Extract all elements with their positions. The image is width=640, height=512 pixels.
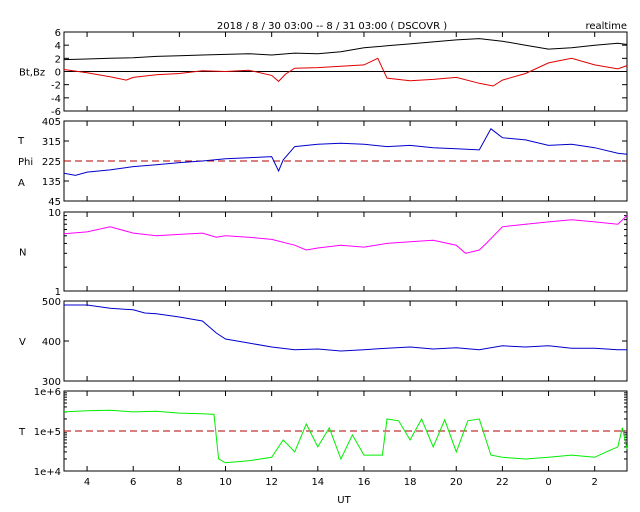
x-tick-label: 0 bbox=[545, 477, 551, 488]
panel-angle: 405 315 225 135 45 T Phi A bbox=[17, 117, 628, 208]
x-tick-label: 12 bbox=[265, 477, 278, 488]
angle-ytick-label: 225 bbox=[42, 157, 61, 168]
temperature-series-1-line bbox=[63, 409, 628, 464]
mag-ytick-label: -4 bbox=[51, 94, 61, 105]
temperature-ytick-label: 1e+5 bbox=[34, 427, 61, 438]
chart-panels: 6 4 2 0 -2 -4 -6 Bt,Bz 405 315 225 135 45 T Phi A 10 1 N 50… bbox=[17, 28, 628, 478]
x-axis-label: UT bbox=[337, 495, 351, 506]
panel-mag: 6 4 2 0 -2 -4 -6 Bt,Bz bbox=[19, 28, 628, 118]
x-tick-label: 20 bbox=[450, 477, 463, 488]
panel-temperature: 1e+6 1e+5 1e+4 T bbox=[18, 387, 628, 478]
mag-ylabel: Bt,Bz bbox=[19, 68, 45, 79]
angle-ylabel: T bbox=[17, 136, 25, 147]
angle-ytick-label: 45 bbox=[48, 197, 61, 208]
mag-series-1-line bbox=[63, 38, 628, 61]
x-tick-label: 18 bbox=[404, 477, 417, 488]
density-series-1-line bbox=[63, 215, 628, 254]
speed-series-1-line bbox=[64, 304, 627, 352]
speed-ylabel: V bbox=[19, 337, 26, 348]
x-tick-label: 16 bbox=[358, 477, 371, 488]
angle-ytick-label: 135 bbox=[42, 177, 61, 188]
mag-ytick-label: 2 bbox=[55, 54, 61, 65]
angle-ylabel: Phi bbox=[18, 157, 33, 168]
speed-ytick-label: 300 bbox=[42, 377, 61, 388]
x-tick-label: 6 bbox=[130, 477, 136, 488]
density-ylabel: N bbox=[19, 248, 26, 259]
mag-ytick-label: -6 bbox=[51, 107, 61, 118]
x-tick-label: 22 bbox=[496, 477, 509, 488]
speed-ytick-label: 400 bbox=[42, 337, 61, 348]
angle-ytick-label: 315 bbox=[42, 137, 61, 148]
panel-speed: 500 400 300 V bbox=[19, 297, 628, 388]
x-tick-label: 4 bbox=[84, 477, 90, 488]
density-ytick-label: 10 bbox=[48, 208, 61, 219]
x-tick-label: 14 bbox=[311, 477, 324, 488]
mag-ytick-label: 0 bbox=[55, 68, 61, 79]
mag-ytick-label: 4 bbox=[55, 41, 61, 52]
angle-ylabel: A bbox=[18, 178, 25, 189]
panel-density: 10 1 N bbox=[19, 208, 628, 298]
temperature-ytick-label: 1e+4 bbox=[34, 467, 61, 478]
temperature-ylabel: T bbox=[18, 427, 26, 438]
angle-series-1-line bbox=[63, 128, 628, 176]
speed-ytick-label: 500 bbox=[42, 297, 61, 308]
mag-series-2-line bbox=[63, 57, 628, 87]
x-axis: 4 6 8 10 12 14 16 18 20 22 0 2 bbox=[84, 477, 598, 488]
x-tick-label: 8 bbox=[176, 477, 182, 488]
density-frame bbox=[63, 211, 628, 292]
mag-ytick-label: -2 bbox=[51, 81, 61, 92]
realtime-badge: realtime bbox=[585, 21, 627, 32]
density-ytick-label: 1 bbox=[55, 287, 61, 298]
angle-ytick-label: 405 bbox=[42, 117, 61, 128]
chart-title: 2018 / 8 / 30 03:00 -- 8 / 31 03:00 ( DS… bbox=[217, 21, 447, 32]
temperature-ytick-label: 1e+6 bbox=[34, 387, 61, 398]
mag-ytick-label: 6 bbox=[55, 28, 61, 39]
x-tick-label: 2 bbox=[592, 477, 598, 488]
x-tick-label: 10 bbox=[219, 477, 232, 488]
